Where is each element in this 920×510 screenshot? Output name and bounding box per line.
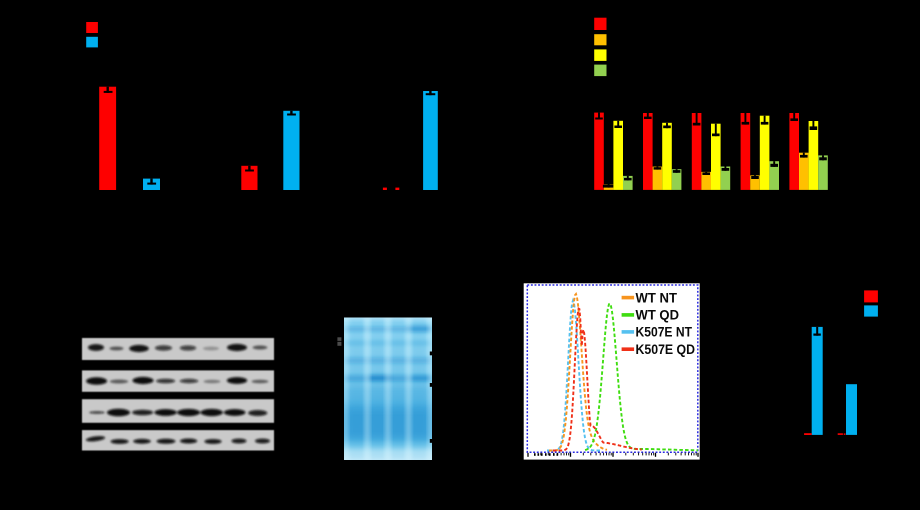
svg-text:WT QD: WT QD <box>636 308 680 323</box>
svg-text:K507E QD: K507E QD <box>636 342 696 357</box>
svg-text:WT NT: WT NT <box>636 290 678 305</box>
svg-text:K507E NT: K507E NT <box>636 325 693 340</box>
